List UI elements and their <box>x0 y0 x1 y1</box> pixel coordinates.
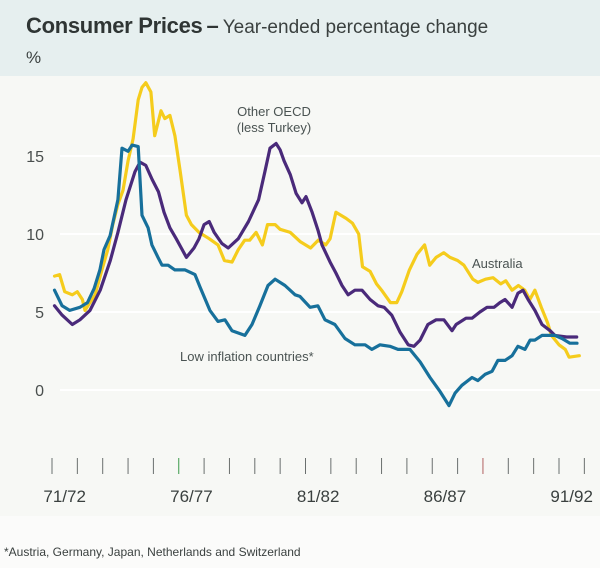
x-tick-label-76-77: 76/77 <box>170 487 213 506</box>
title-separator: – <box>206 13 219 38</box>
y-tick-label-0: 0 <box>35 383 44 400</box>
series-lines <box>52 81 581 408</box>
footnote: *Austria, Germany, Japan, Netherlands an… <box>4 545 301 559</box>
series-annotations: Australia Other OECD(less Turkey) Low infl… <box>180 104 523 364</box>
chart-subtitle: Year-ended percentage change <box>222 17 489 38</box>
series-line-low-inflation-countries <box>52 143 579 408</box>
x-tick-label-91-92: 91/92 <box>550 487 593 506</box>
x-axis-labels: 71/72 76/77 81/82 86/87 91/92 <box>43 487 593 506</box>
annotation-australia: Australia <box>472 256 523 271</box>
y-tick-label-15: 15 <box>26 149 44 166</box>
annotation-other-oecd-less-turkey-line1: Other OECD <box>237 104 311 119</box>
series-line-australia <box>52 81 581 359</box>
y-axis-unit: % <box>26 48 42 67</box>
x-tick-label-86-87: 86/87 <box>424 487 467 506</box>
chart-title: Consumer Prices – Year-ended percentage ch… <box>26 13 488 39</box>
series-line-other-oecd-less-turkey <box>52 141 579 348</box>
y-axis-ticks: 0 5 10 15 <box>26 149 44 400</box>
x-axis-ticks <box>51 458 585 474</box>
footer-background <box>0 516 600 568</box>
x-tick-label-81-82: 81/82 <box>297 487 340 506</box>
annotation-low-inflation-countries: Low inflation countries* <box>180 349 314 364</box>
annotation-other-oecd-less-turkey-line2: (less Turkey) <box>237 120 311 135</box>
x-tick-label-71-72: 71/72 <box>43 487 86 506</box>
y-tick-label-5: 5 <box>35 305 44 322</box>
y-tick-label-10: 10 <box>26 227 44 244</box>
chart-title-main: Consumer Prices <box>26 13 203 38</box>
header-band <box>0 0 600 76</box>
